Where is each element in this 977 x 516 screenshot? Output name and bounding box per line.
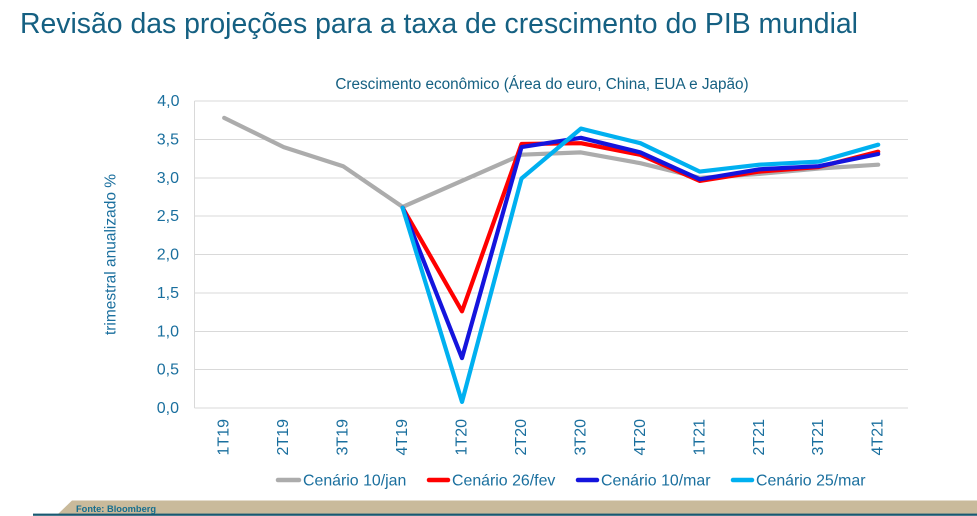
svg-text:3T19: 3T19 bbox=[335, 419, 352, 456]
svg-text:1,5: 1,5 bbox=[157, 285, 179, 302]
svg-text:Cenário 10/mar: Cenário 10/mar bbox=[601, 472, 711, 489]
svg-text:3,5: 3,5 bbox=[157, 131, 179, 148]
svg-text:0,5: 0,5 bbox=[157, 362, 179, 379]
svg-text:2T21: 2T21 bbox=[751, 419, 768, 456]
svg-text:Crescimento econômico (Área do: Crescimento econômico (Área do euro, Chi… bbox=[335, 76, 748, 93]
svg-text:3T21: 3T21 bbox=[810, 419, 827, 456]
svg-text:Cenário 25/mar: Cenário 25/mar bbox=[756, 472, 866, 489]
svg-text:1T21: 1T21 bbox=[691, 419, 708, 456]
svg-text:Cenário 26/fev: Cenário 26/fev bbox=[452, 472, 555, 489]
svg-text:4,0: 4,0 bbox=[157, 93, 179, 110]
svg-text:3,0: 3,0 bbox=[157, 170, 179, 187]
svg-text:2,0: 2,0 bbox=[157, 247, 179, 264]
svg-text:2T19: 2T19 bbox=[275, 419, 292, 456]
svg-text:0,0: 0,0 bbox=[157, 400, 179, 417]
svg-text:1T20: 1T20 bbox=[454, 419, 471, 456]
svg-text:2,5: 2,5 bbox=[157, 208, 179, 225]
svg-text:1T19: 1T19 bbox=[216, 419, 233, 456]
svg-text:2T20: 2T20 bbox=[513, 419, 530, 456]
svg-text:3T20: 3T20 bbox=[572, 419, 589, 456]
svg-text:trimestral anualizado %: trimestral anualizado % bbox=[103, 174, 120, 335]
svg-text:1,0: 1,0 bbox=[157, 323, 179, 340]
svg-text:4T20: 4T20 bbox=[632, 419, 649, 456]
svg-text:4T21: 4T21 bbox=[870, 419, 887, 456]
svg-text:Cenário 10/jan: Cenário 10/jan bbox=[303, 472, 406, 489]
svg-text:Fonte: Bloomberg: Fonte: Bloomberg bbox=[76, 504, 156, 514]
svg-text:Revisão das projeções para a t: Revisão das projeções para a taxa de cre… bbox=[20, 8, 858, 40]
svg-text:4T19: 4T19 bbox=[394, 419, 411, 456]
